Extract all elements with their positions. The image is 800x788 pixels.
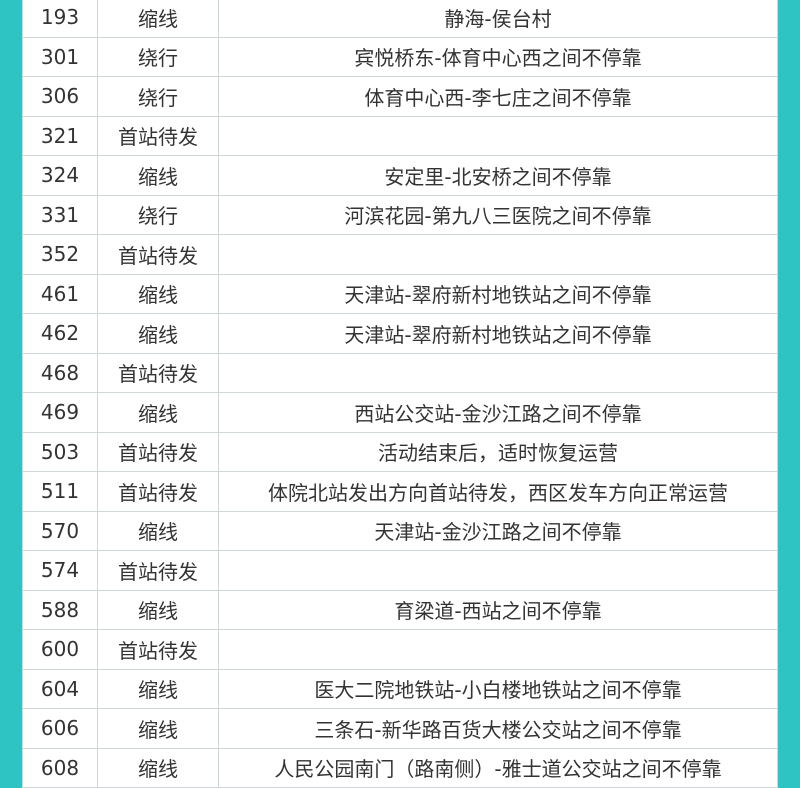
- table-row: 588 缩线 育梁道-西站之间不停靠: [22, 589, 778, 630]
- route-number: 469: [22, 392, 98, 433]
- description: 宾悦桥东-体育中心西之间不停靠: [218, 36, 778, 77]
- status: 绕行: [97, 76, 219, 117]
- route-number: 608: [22, 747, 98, 788]
- status: 首站待发: [97, 629, 219, 670]
- table: 193 缩线 静海-侯台村 301 绕行 宾悦桥东-体育中心西之间不停靠 306 绕行 体育中心…: [22, 0, 778, 788]
- table-row: 301 绕行 宾悦桥东-体育中心西之间不停靠: [22, 36, 778, 77]
- status: 首站待发: [97, 234, 219, 275]
- route-number: 503: [22, 431, 98, 472]
- table-row: 604 缩线 医大二院地铁站-小白楼地铁站之间不停靠: [22, 668, 778, 709]
- table-row: 570 缩线 天津站-金沙江路之间不停靠: [22, 510, 778, 551]
- description: [218, 115, 778, 156]
- route-number: 468: [22, 352, 98, 393]
- route-number: 462: [22, 313, 98, 354]
- table-row: 331 绕行 河滨花园-第九八三医院之间不停靠: [22, 194, 778, 235]
- route-number: 301: [22, 36, 98, 77]
- route-number: 321: [22, 115, 98, 156]
- description: [218, 550, 778, 591]
- table-row: 193 缩线 静海-侯台村: [22, 0, 778, 38]
- status: 缩线: [97, 392, 219, 433]
- table-row: 352 首站待发: [22, 234, 778, 275]
- route-number: 570: [22, 510, 98, 551]
- description: [218, 629, 778, 670]
- table-row: 306 绕行 体育中心西-李七庄之间不停靠: [22, 76, 778, 117]
- table-row: 606 缩线 三条石-新华路百货大楼公交站之间不停靠: [22, 708, 778, 749]
- table-wrap: 193 缩线 静海-侯台村 301 绕行 宾悦桥东-体育中心西之间不停靠 306 绕行 体育中心…: [22, 0, 778, 788]
- description: 天津站-翠府新村地铁站之间不停靠: [218, 313, 778, 354]
- status: 绕行: [97, 194, 219, 235]
- status: 缩线: [97, 155, 219, 196]
- table-row: 461 缩线 天津站-翠府新村地铁站之间不停靠: [22, 273, 778, 314]
- table-row: 503 首站待发 活动结束后，适时恢复运营: [22, 431, 778, 472]
- status: 缩线: [97, 0, 219, 38]
- description: 静海-侯台村: [218, 0, 778, 38]
- table-row: 574 首站待发: [22, 550, 778, 591]
- table-row: 600 首站待发: [22, 629, 778, 670]
- description: [218, 234, 778, 275]
- description: 医大二院地铁站-小白楼地铁站之间不停靠: [218, 668, 778, 709]
- route-number: 604: [22, 668, 98, 709]
- description: [218, 352, 778, 393]
- status: 首站待发: [97, 550, 219, 591]
- route-number: 352: [22, 234, 98, 275]
- route-number: 306: [22, 76, 98, 117]
- status: 绕行: [97, 36, 219, 77]
- description: 活动结束后，适时恢复运营: [218, 431, 778, 472]
- description: 体院北站发出方向首站待发，西区发车方向正常运营: [218, 471, 778, 512]
- table-body: 193 缩线 静海-侯台村 301 绕行 宾悦桥东-体育中心西之间不停靠 306 绕行 体育中心…: [22, 0, 778, 788]
- status: 缩线: [97, 273, 219, 314]
- route-number: 588: [22, 589, 98, 630]
- route-number: 600: [22, 629, 98, 670]
- status: 缩线: [97, 668, 219, 709]
- description: 天津站-翠府新村地铁站之间不停靠: [218, 273, 778, 314]
- description: 河滨花园-第九八三医院之间不停靠: [218, 194, 778, 235]
- status: 缩线: [97, 589, 219, 630]
- description: 人民公园南门（路南侧）-雅士道公交站之间不停靠: [218, 747, 778, 788]
- description: 三条石-新华路百货大楼公交站之间不停靠: [218, 708, 778, 749]
- status: 缩线: [97, 510, 219, 551]
- status: 缩线: [97, 747, 219, 788]
- description: 西站公交站-金沙江路之间不停靠: [218, 392, 778, 433]
- route-number: 331: [22, 194, 98, 235]
- route-number: 193: [22, 0, 98, 38]
- table-row: 469 缩线 西站公交站-金沙江路之间不停靠: [22, 392, 778, 433]
- description: 天津站-金沙江路之间不停靠: [218, 510, 778, 551]
- status: 首站待发: [97, 115, 219, 156]
- route-number: 574: [22, 550, 98, 591]
- table-row: 321 首站待发: [22, 115, 778, 156]
- table-row: 608 缩线 人民公园南门（路南侧）-雅士道公交站之间不停靠: [22, 747, 778, 788]
- table-row: 462 缩线 天津站-翠府新村地铁站之间不停靠: [22, 313, 778, 354]
- status: 首站待发: [97, 431, 219, 472]
- status: 首站待发: [97, 352, 219, 393]
- table-row: 468 首站待发: [22, 352, 778, 393]
- description: 体育中心西-李七庄之间不停靠: [218, 76, 778, 117]
- status: 缩线: [97, 708, 219, 749]
- table-row: 324 缩线 安定里-北安桥之间不停靠: [22, 155, 778, 196]
- route-number: 606: [22, 708, 98, 749]
- description: 安定里-北安桥之间不停靠: [218, 155, 778, 196]
- route-number: 461: [22, 273, 98, 314]
- status: 首站待发: [97, 471, 219, 512]
- route-number: 324: [22, 155, 98, 196]
- description: 育梁道-西站之间不停靠: [218, 589, 778, 630]
- table-row: 511 首站待发 体院北站发出方向首站待发，西区发车方向正常运营: [22, 471, 778, 512]
- status: 缩线: [97, 313, 219, 354]
- route-number: 511: [22, 471, 98, 512]
